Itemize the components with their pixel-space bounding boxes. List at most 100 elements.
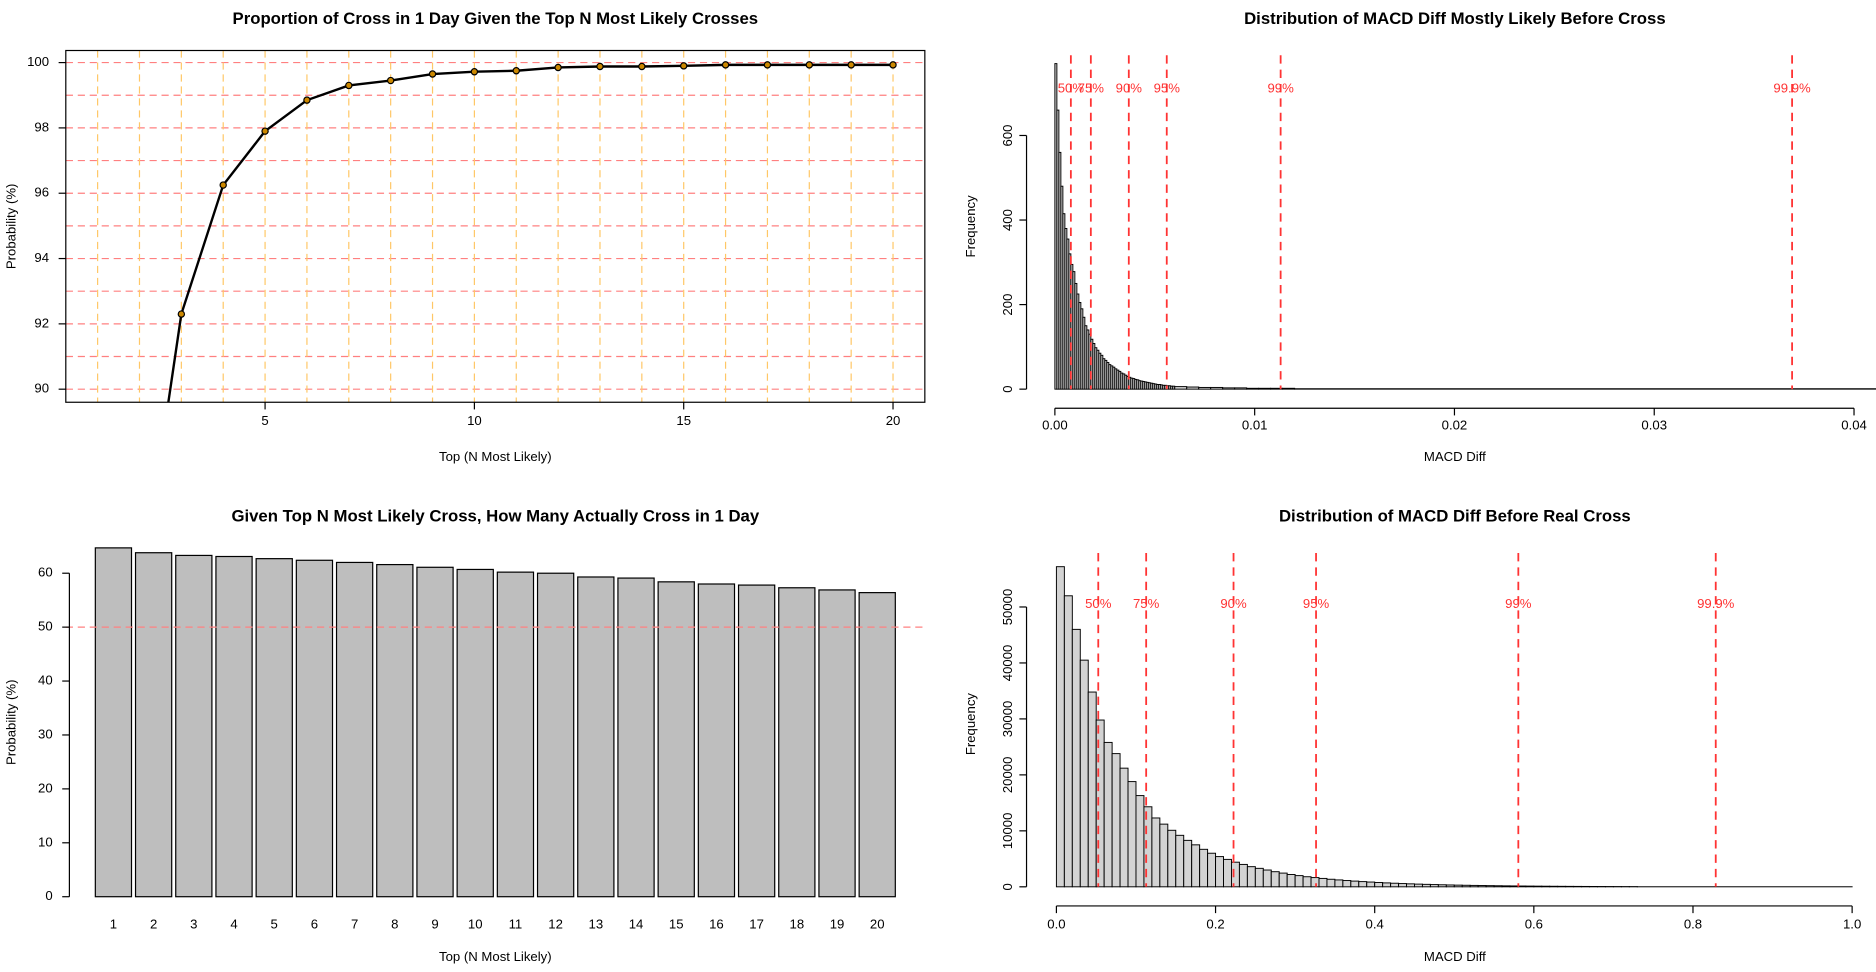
histogram-bar [1374,882,1384,888]
x-tick-label: 12 [548,917,563,932]
x-tick-label: 0.02 [1442,418,1468,433]
y-tick-label: 30 [38,726,53,741]
y-tick-label: 98 [34,119,49,134]
quantile-label: 99.9% [1697,596,1735,611]
quantile-label: 75% [1133,596,1160,611]
histogram-bar [1223,858,1232,888]
x-tick-label: 0.6 [1525,917,1543,932]
plot-frame [65,49,926,403]
data-point [428,70,437,78]
y-tick-label: 92 [34,315,49,330]
panel: Proportion of Cross in 1 Day Given the T… [3,9,926,464]
histogram-bar [1234,387,1248,390]
data-point [889,61,897,69]
x-axis-label: Top (N Most Likely) [439,949,552,964]
x-tick-label: 14 [629,917,644,932]
quantile-label: 99% [1267,80,1294,95]
histogram-bar [1246,387,1260,390]
y-tick-label: 50 [38,619,53,634]
histogram-bar [1469,884,1479,888]
bar [295,559,334,898]
bar [617,577,655,898]
histogram-bar [1282,387,1296,390]
histogram-bar [1151,817,1161,888]
bar [175,554,213,898]
histogram-bar [1174,386,1188,390]
x-tick-label: 15 [676,413,691,428]
histogram-bar [1302,876,1312,888]
y-tick-label: 20000 [1000,757,1015,794]
histogram-bar [1549,885,1559,888]
x-tick-label: 17 [749,917,764,932]
bar [737,584,776,898]
plot-area [1055,553,1853,888]
data-point [303,96,311,104]
x-tick-label: 4 [230,917,237,932]
quantile-label: 50% [1085,596,1112,611]
y-tick-label: 100 [27,54,49,69]
data-point [345,81,353,90]
y-tick-label: 400 [1000,209,1015,231]
x-tick-label: 20 [870,917,885,932]
histogram-bar [1318,877,1328,888]
bar [657,581,695,898]
histogram-bar [1071,628,1081,888]
histogram-bar [1186,386,1200,390]
histogram-bar [1254,867,1264,888]
data-point [554,63,562,72]
x-tick-label: 8 [391,917,398,932]
histogram-bar [1398,883,1408,888]
bar [697,583,736,898]
x-tick-label: 7 [351,917,358,932]
histogram-bar [1445,884,1455,888]
bar [416,566,454,898]
y-tick-label: 200 [1000,294,1015,316]
x-tick-label: 11 [509,917,523,932]
quantile-label: 95% [1154,80,1181,95]
histogram-bar [1493,885,1503,888]
y-tick-label: 96 [34,185,49,200]
quantile-label: 99% [1505,596,1532,611]
bar [496,571,535,898]
histogram-bar [1350,880,1360,888]
histogram-bar [1286,874,1296,888]
histogram-bar [1406,883,1415,888]
plot-area [1054,55,1876,390]
x-tick-label: 1 [110,917,117,932]
histogram-bar [1461,884,1471,888]
x-tick-label: 0.03 [1641,418,1667,433]
histogram-bar [1485,885,1495,888]
histogram-bar [1437,884,1447,888]
x-tick-label: 16 [709,917,724,932]
histogram-bar [1429,884,1439,888]
x-tick-label: 5 [261,413,268,428]
data-point [638,62,646,71]
histogram-bar [1175,834,1185,888]
x-tick-label: 20 [886,413,901,428]
bar [858,592,896,898]
bar [134,552,173,898]
y-tick-label: 90 [34,381,49,396]
y-tick-label: 0 [1000,883,1015,890]
data-point [219,181,227,189]
bar [818,589,856,898]
bar [255,558,293,898]
histogram-bar [1541,885,1551,888]
data-point [177,310,186,318]
bar [215,555,253,898]
bar [536,572,575,898]
histogram-bar [1167,829,1177,888]
histogram-bar [1063,595,1073,888]
y-tick-label: 10 [38,834,53,849]
histogram-bar [1453,884,1463,888]
chart-title: Proportion of Cross in 1 Day Given the T… [233,9,759,28]
data-point [470,68,479,76]
histogram-bar [1210,386,1224,390]
bar [778,587,816,898]
histogram-bar [1222,387,1236,390]
histogram-bar [1111,753,1121,888]
histogram-bar [1501,885,1511,888]
x-tick-label: 0.01 [1242,418,1268,433]
y-tick-label: 0 [45,888,52,903]
x-tick-label: 9 [431,917,438,932]
